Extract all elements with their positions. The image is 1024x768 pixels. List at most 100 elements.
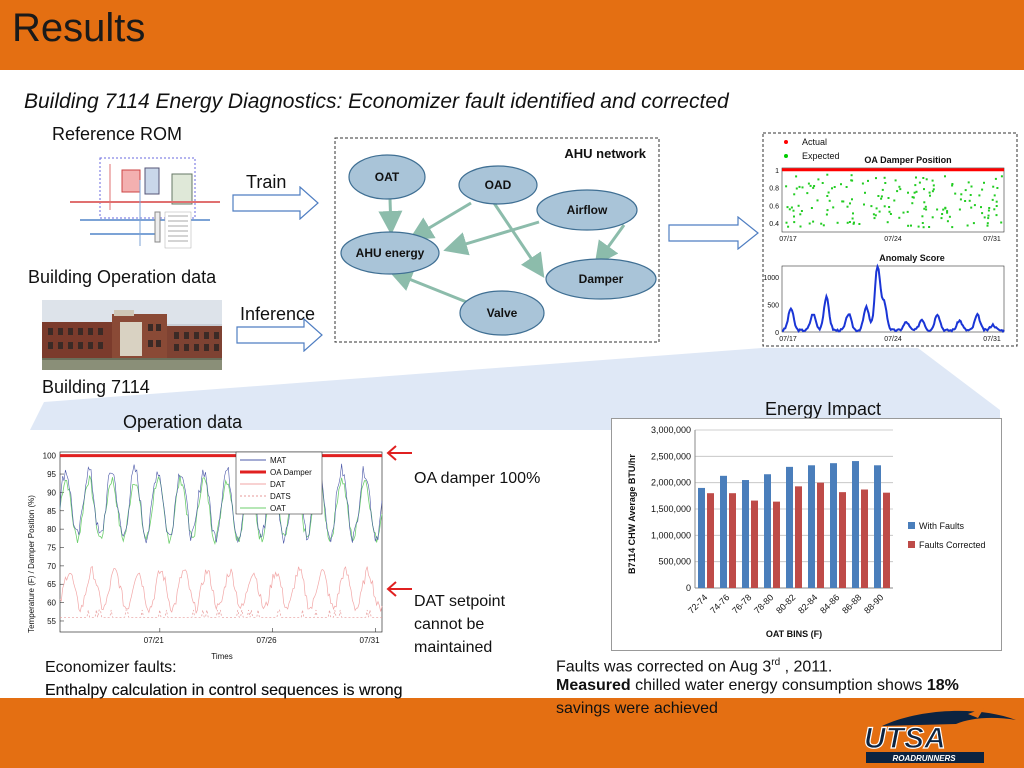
edge-valve-ahu — [388, 268, 470, 305]
node-ahu-energy-label: AHU energy — [356, 246, 425, 260]
damper-expected-point — [983, 216, 986, 219]
damper-expected-point — [960, 193, 963, 196]
bar-faults-corrected — [795, 486, 802, 588]
building-photo — [42, 300, 222, 370]
anomaly-y-tick: 500 — [767, 303, 779, 310]
bar-faults-corrected — [773, 501, 780, 588]
damper-expected-point — [913, 191, 916, 194]
bar-with-faults — [742, 480, 749, 588]
damper-expected-point — [858, 223, 861, 225]
title-banner — [0, 0, 1024, 70]
damper-expected-point — [932, 188, 935, 191]
damper-expected-point — [840, 183, 842, 186]
damper-expected-point — [873, 217, 876, 220]
damper-expected-point — [964, 189, 967, 192]
reference-rom-diagram — [70, 150, 220, 258]
anomaly-chart-title: Anomaly Score — [879, 253, 945, 263]
operation-y-tick: 95 — [47, 470, 56, 479]
node-oat — [348, 154, 426, 200]
damper-expected-point — [817, 178, 820, 181]
damper-expected-point — [944, 175, 946, 178]
damper-expected-point — [967, 181, 970, 184]
damper-expected-point — [875, 177, 877, 180]
oat-line — [59, 473, 383, 545]
operation-x-tick: 07/21 — [144, 636, 165, 645]
damper-expected-point — [915, 176, 917, 179]
operation-y-tick: 55 — [47, 617, 56, 626]
damper-expected-point — [883, 176, 886, 179]
bar-with-faults — [830, 463, 837, 588]
damper-expected-point — [987, 214, 990, 217]
anomaly-y-tick: 1000 — [763, 275, 779, 282]
utsa-logo: UTSA ROADRUNNERS — [863, 708, 1016, 763]
damper-expected-point — [870, 205, 873, 208]
damper-expected-point — [946, 210, 949, 213]
bar-faults-corrected — [751, 500, 758, 588]
operation-legend: MAT OA Damper DAT DATS OAT — [235, 451, 323, 515]
damper-expected-point — [785, 221, 788, 224]
annotation-arrows — [386, 445, 412, 597]
damper-expected-point — [826, 209, 829, 212]
damper-expected-point — [842, 200, 845, 203]
operation-x-tick: 07/26 — [257, 636, 278, 645]
ahu-network-title: AHU network — [564, 146, 646, 161]
damper-expected-point — [806, 192, 809, 195]
node-oad — [458, 165, 538, 205]
damper-expected-point — [898, 185, 901, 188]
damper-expected-point — [787, 225, 790, 228]
damper-expected-point — [931, 190, 934, 193]
ahu-network-diagram: AHU network OAT OAD Airflow AHU energy D… — [334, 137, 660, 343]
damper-expected-point — [810, 207, 813, 209]
damper-expected-point — [831, 187, 833, 190]
mat-line — [59, 463, 383, 544]
energy-x-axis-label: OAT BINS (F) — [766, 629, 822, 639]
damper-expected-point — [928, 191, 931, 194]
damper-x-tick: 07/17 — [779, 236, 797, 243]
damper-plot: 0.4 0.6 0.8 1 07/17 07/24 07/31 — [769, 167, 1005, 243]
damper-expected-point — [911, 202, 914, 205]
damper-expected-point — [978, 194, 981, 197]
damper-expected-point — [851, 217, 854, 220]
damper-expected-point — [832, 206, 835, 209]
bar-faults-corrected — [817, 482, 824, 588]
bar-with-faults — [852, 461, 859, 588]
damper-expected-point — [825, 213, 828, 216]
dat-line — [59, 565, 383, 614]
damper-expected-point — [809, 184, 812, 187]
energy-y-tick: 1,500,000 — [651, 504, 691, 514]
edge-oat-ahu — [378, 198, 403, 235]
damper-expected-point — [799, 213, 802, 216]
damper-expected-point — [993, 194, 996, 197]
damper-expected-point — [954, 192, 957, 195]
anomaly-x-tick: 07/24 — [884, 336, 902, 343]
damper-expected-point — [851, 198, 853, 201]
damper-expected-point — [797, 204, 800, 207]
building-operation-label: Building Operation data — [28, 267, 217, 287]
bar-faults-corrected — [839, 492, 846, 588]
node-airflow-label: Airflow — [567, 203, 608, 217]
damper-expected-point — [988, 207, 991, 209]
bar-faults-corrected — [861, 489, 868, 588]
damper-expected-point — [1000, 175, 1003, 178]
damper-expected-point — [931, 216, 934, 219]
damper-expected-point — [888, 210, 891, 213]
legend-mat: MAT — [270, 456, 286, 465]
damper-expected-point — [942, 208, 945, 211]
damper-expected-point — [821, 182, 824, 184]
node-damper — [545, 258, 657, 300]
energy-y-tick: 500,000 — [658, 557, 691, 567]
damper-expected-point — [918, 181, 921, 184]
annotation-dat-setpoint: DAT setpoint cannot be maintained — [414, 590, 505, 659]
damper-expected-point — [917, 225, 920, 228]
damper-expected-point — [896, 190, 899, 193]
damper-expected-point — [886, 221, 889, 224]
legend-faults-corrected-swatch — [908, 541, 915, 548]
utsa-logo-text: UTSA — [864, 722, 946, 755]
energy-y-tick: 2,500,000 — [651, 451, 691, 461]
damper-expected-point — [995, 214, 998, 217]
damper-expected-point — [951, 184, 954, 187]
anomaly-plot: 0 500 1000 07/17 07/24 07/31 — [763, 263, 1005, 343]
economizer-faults-text: Enthalpy calculation in control sequence… — [45, 682, 403, 699]
operation-y-axis-label: Temperature (F) / Damper Position (%) — [27, 495, 36, 633]
node-airflow — [536, 189, 638, 231]
